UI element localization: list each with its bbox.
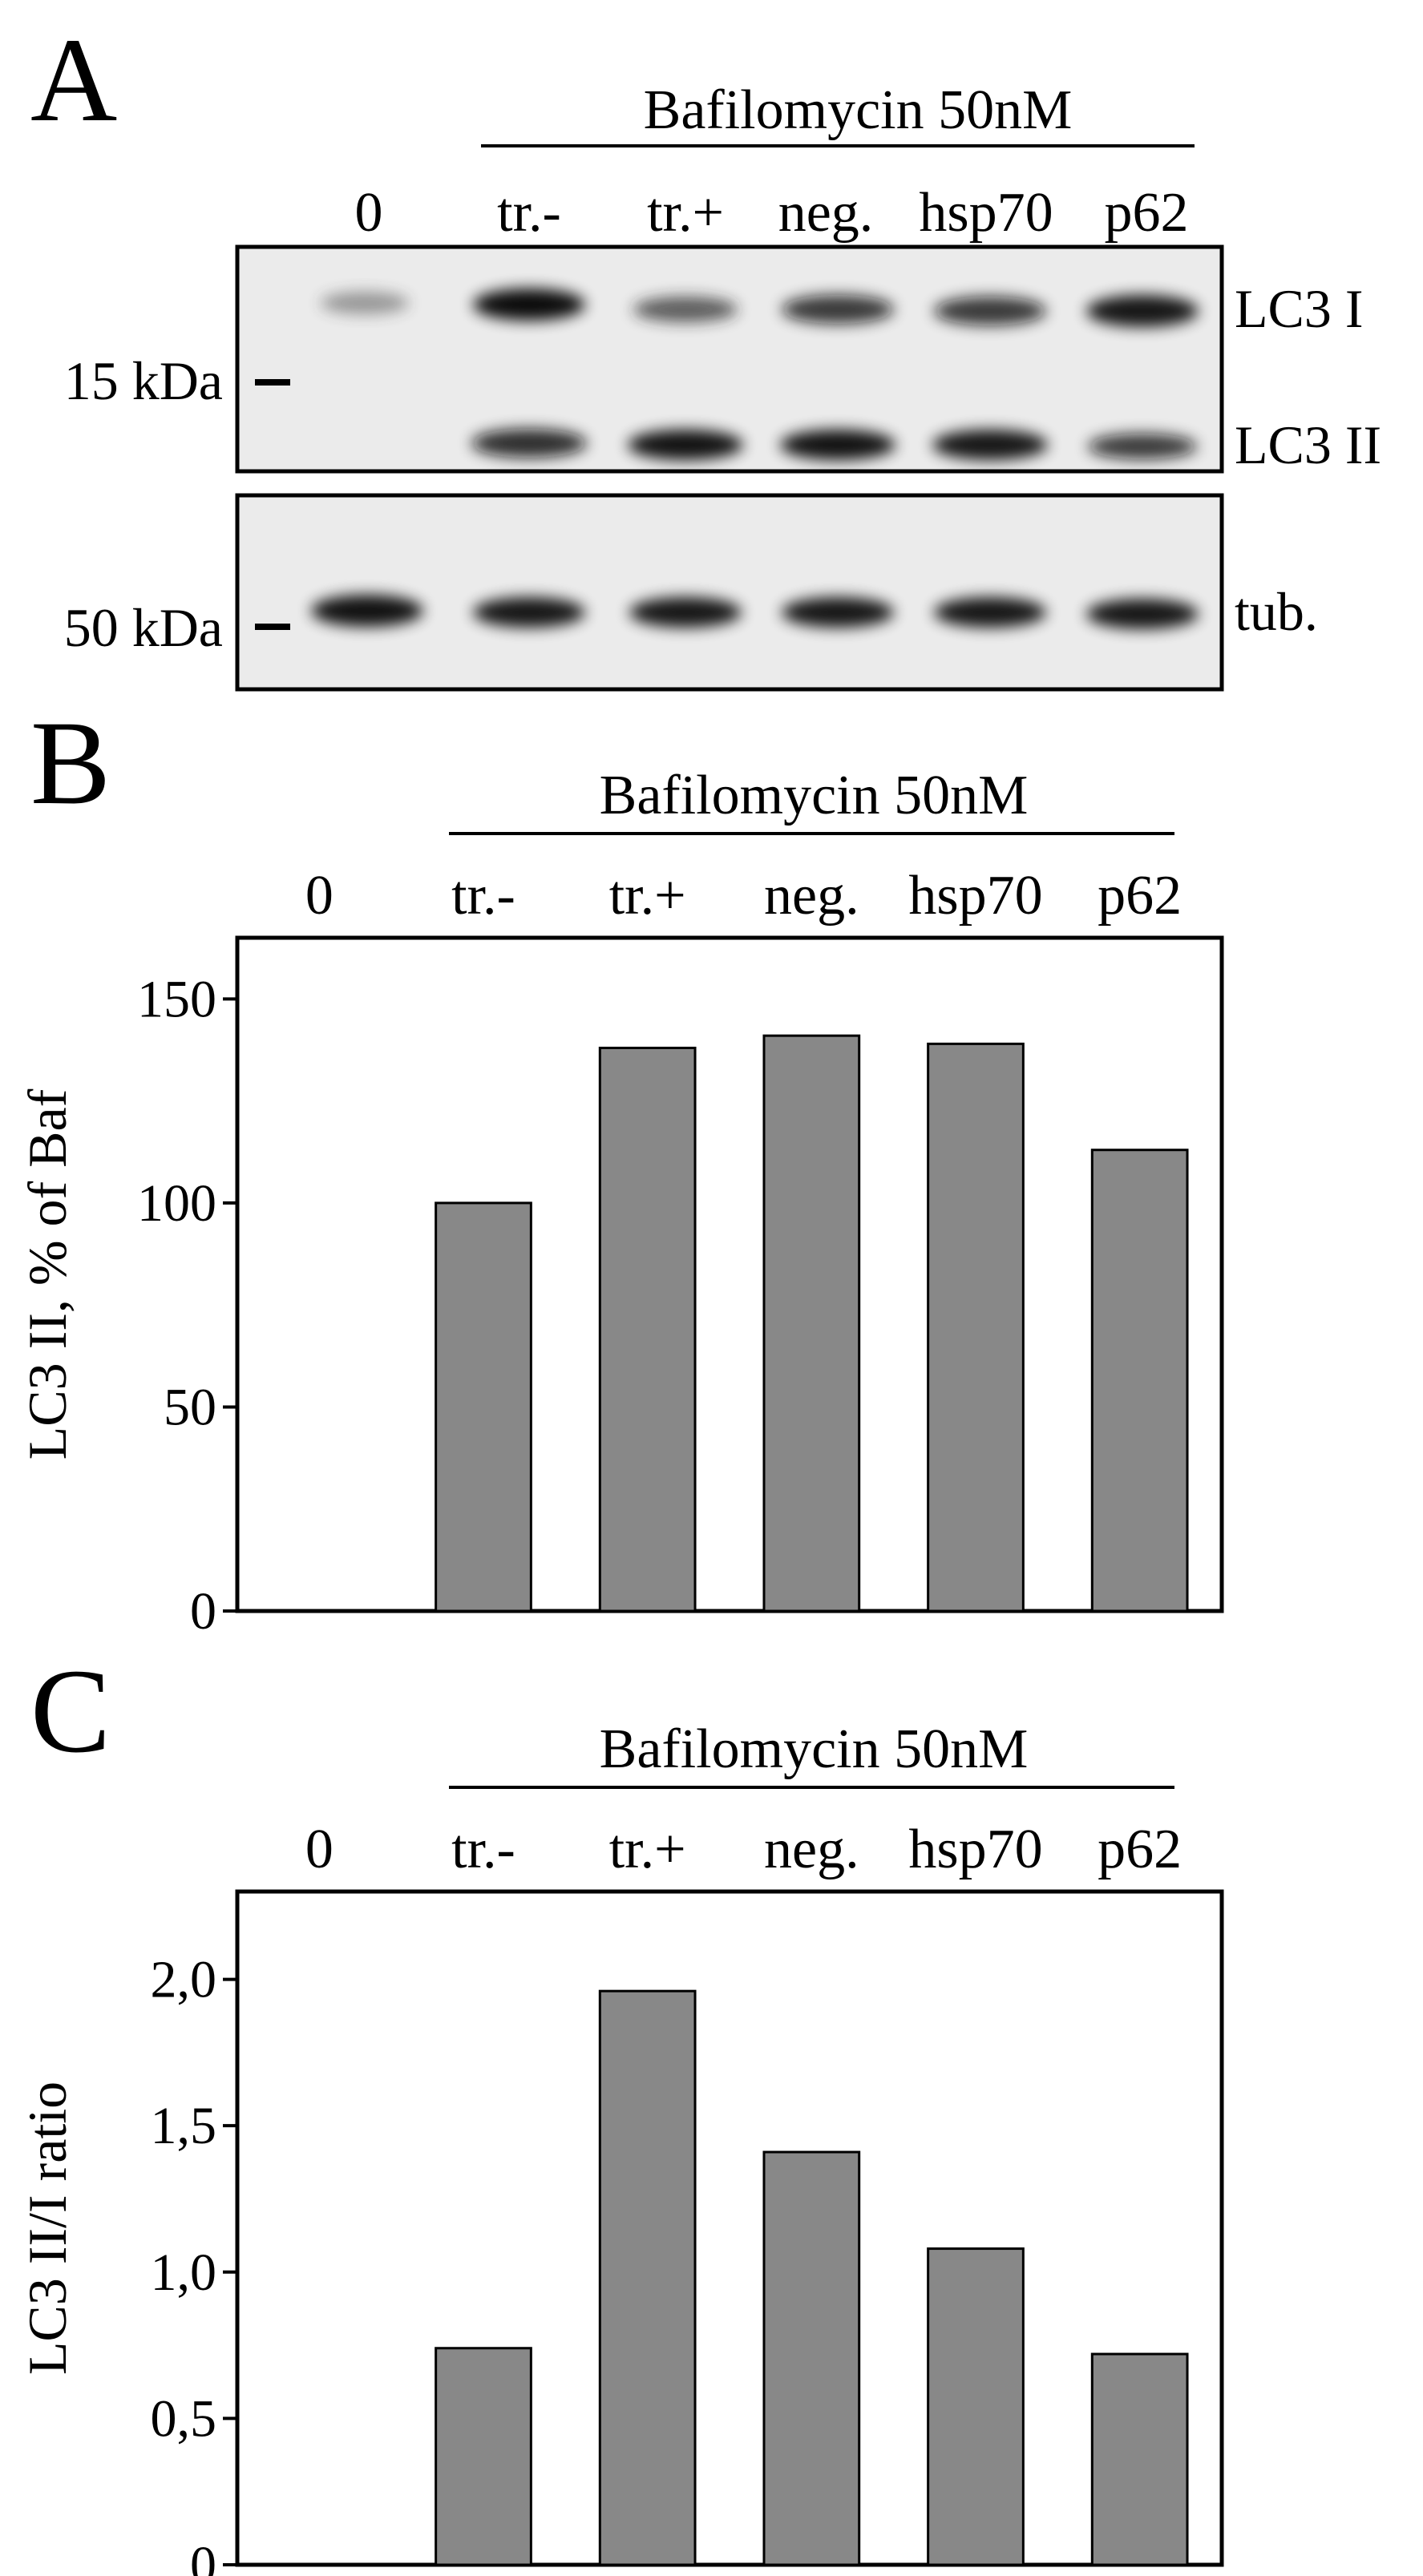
chart-b-bars: [435, 1034, 1189, 1613]
lc3-ii-band-lane-neg: [780, 430, 895, 460]
tubulin-bands: [311, 595, 1199, 629]
y-tick-label-2: 1,0: [151, 2243, 217, 2302]
category-label-p62: p62: [1098, 865, 1182, 927]
y-tick-label-3: 150: [137, 970, 216, 1028]
lc3-ii-band-lane-p62: [1088, 434, 1197, 459]
lc3-i-band-lane-0: [321, 292, 409, 314]
chart-c-bars: [435, 1989, 1189, 2566]
bar-p62: [1090, 2352, 1189, 2566]
lane-label-tr-minus: tr.-: [497, 182, 561, 244]
chart-c-y-axis-title: LC3 II/I ratio: [17, 2081, 78, 2375]
chart-c-plot-frame: [235, 1889, 1224, 2567]
panel-c-treatment-label: Bafilomycin 50nM: [600, 1718, 1029, 1780]
y-tick-label-4: 2,0: [151, 1951, 217, 2009]
chart-b-category-labels: 0 tr.- tr.+ neg. hsp70 p62: [305, 865, 1182, 927]
y-tick-label-1: 50: [164, 1378, 216, 1436]
y-tick-label-0: 0: [190, 1582, 216, 1641]
chart-b-y-axis: 0 50 100 150: [137, 970, 237, 1641]
lc3-i-band-lane-p62: [1086, 295, 1199, 327]
tubulin-band-lane-tr-plus: [629, 597, 742, 628]
panel-b-letter: B: [30, 696, 111, 830]
lane-label-neg: neg.: [778, 182, 874, 244]
lc3-ii-band-lane-hsp70: [932, 430, 1048, 460]
bar-neg: [762, 2150, 861, 2566]
chart-b-y-axis-title: LC3 II, % of Baf: [17, 1088, 78, 1460]
bar-tr-plus: [598, 1046, 697, 1613]
category-label-tr-minus: tr.-: [451, 1819, 515, 1880]
bar-tr-minus: [435, 2347, 532, 2566]
marker-15kda-label: 15 kDa: [64, 350, 223, 411]
tubulin-band-lane-neg: [782, 597, 894, 628]
panel-c-letter: C: [30, 1645, 111, 1778]
category-label-hsp70: hsp70: [908, 865, 1042, 927]
band-label-tubulin: tub.: [1235, 581, 1318, 642]
lc3-i-band-lane-neg: [782, 295, 894, 324]
bar-neg: [762, 1034, 861, 1613]
tubulin-blot-frame: [235, 493, 1224, 692]
marker-50kda-label: 50 kDa: [64, 597, 223, 658]
lane-label-hsp70: hsp70: [919, 182, 1053, 244]
chart-b: 0 tr.- tr.+ neg. hsp70 p62 0 50 100 150 LC3 II, …: [17, 865, 1224, 1641]
chart-b-plot-frame: [235, 935, 1224, 1613]
bar-p62: [1090, 1149, 1189, 1613]
category-label-0: 0: [305, 865, 334, 927]
band-label-lc3-ii: LC3 II: [1235, 414, 1381, 475]
bar-tr-minus: [435, 1201, 532, 1613]
category-label-p62: p62: [1098, 1819, 1182, 1880]
tubulin-band-lane-0: [311, 595, 423, 627]
lc3-ii-band-lane-tr-minus: [471, 429, 587, 458]
chart-c-y-axis: 0 0,5 1,0 1,5 2,0: [151, 1951, 237, 2576]
category-label-neg: neg.: [764, 1819, 859, 1880]
bar-hsp70: [927, 2247, 1025, 2566]
tubulin-band-lane-hsp70: [934, 597, 1046, 628]
chart-c-category-labels: 0 tr.- tr.+ neg. hsp70 p62: [305, 1819, 1182, 1880]
panel-a-lane-labels: 0 tr.- tr.+ neg. hsp70 p62: [355, 182, 1189, 244]
category-label-0: 0: [305, 1819, 334, 1880]
category-label-tr-minus: tr.-: [451, 865, 515, 927]
panel-a-letter: A: [30, 14, 117, 147]
y-tick-label-1: 0,5: [151, 2389, 217, 2448]
panel-a-treatment-label: Bafilomycin 50nM: [644, 79, 1073, 141]
lc3-i-band-lane-tr-minus: [473, 289, 585, 321]
bar-hsp70: [927, 1042, 1025, 1613]
category-label-tr-plus: tr.+: [609, 865, 686, 927]
tubulin-band-lane-tr-minus: [473, 597, 585, 628]
y-tick-label-0: 0: [190, 2536, 216, 2576]
lc3-i-bands: [321, 289, 1199, 327]
lc3-i-band-lane-tr-plus: [633, 297, 738, 322]
lc3-i-band-lane-hsp70: [934, 297, 1046, 325]
lc3-ii-bands: [471, 429, 1197, 460]
band-label-lc3-i: LC3 I: [1235, 278, 1364, 339]
tubulin-band-lane-p62: [1086, 599, 1199, 629]
chart-c: 0 tr.- tr.+ neg. hsp70 p62 0 0,5 1,0 1,5 2,0 LC3 …: [17, 1819, 1224, 2576]
category-label-tr-plus: tr.+: [609, 1819, 686, 1880]
lane-label-tr-plus: tr.+: [647, 182, 724, 244]
category-label-hsp70: hsp70: [908, 1819, 1042, 1880]
lc3-ii-band-lane-tr-plus: [628, 430, 743, 460]
lane-label-p62: p62: [1105, 182, 1189, 244]
category-label-neg: neg.: [764, 865, 859, 927]
y-tick-label-3: 1,5: [151, 2097, 217, 2155]
lc3-blot-frame: [235, 244, 1224, 474]
y-tick-label-2: 100: [137, 1174, 216, 1233]
lane-label-0: 0: [355, 182, 383, 244]
bar-tr-plus: [598, 1989, 697, 2566]
panel-b-treatment-label: Bafilomycin 50nM: [600, 765, 1029, 826]
